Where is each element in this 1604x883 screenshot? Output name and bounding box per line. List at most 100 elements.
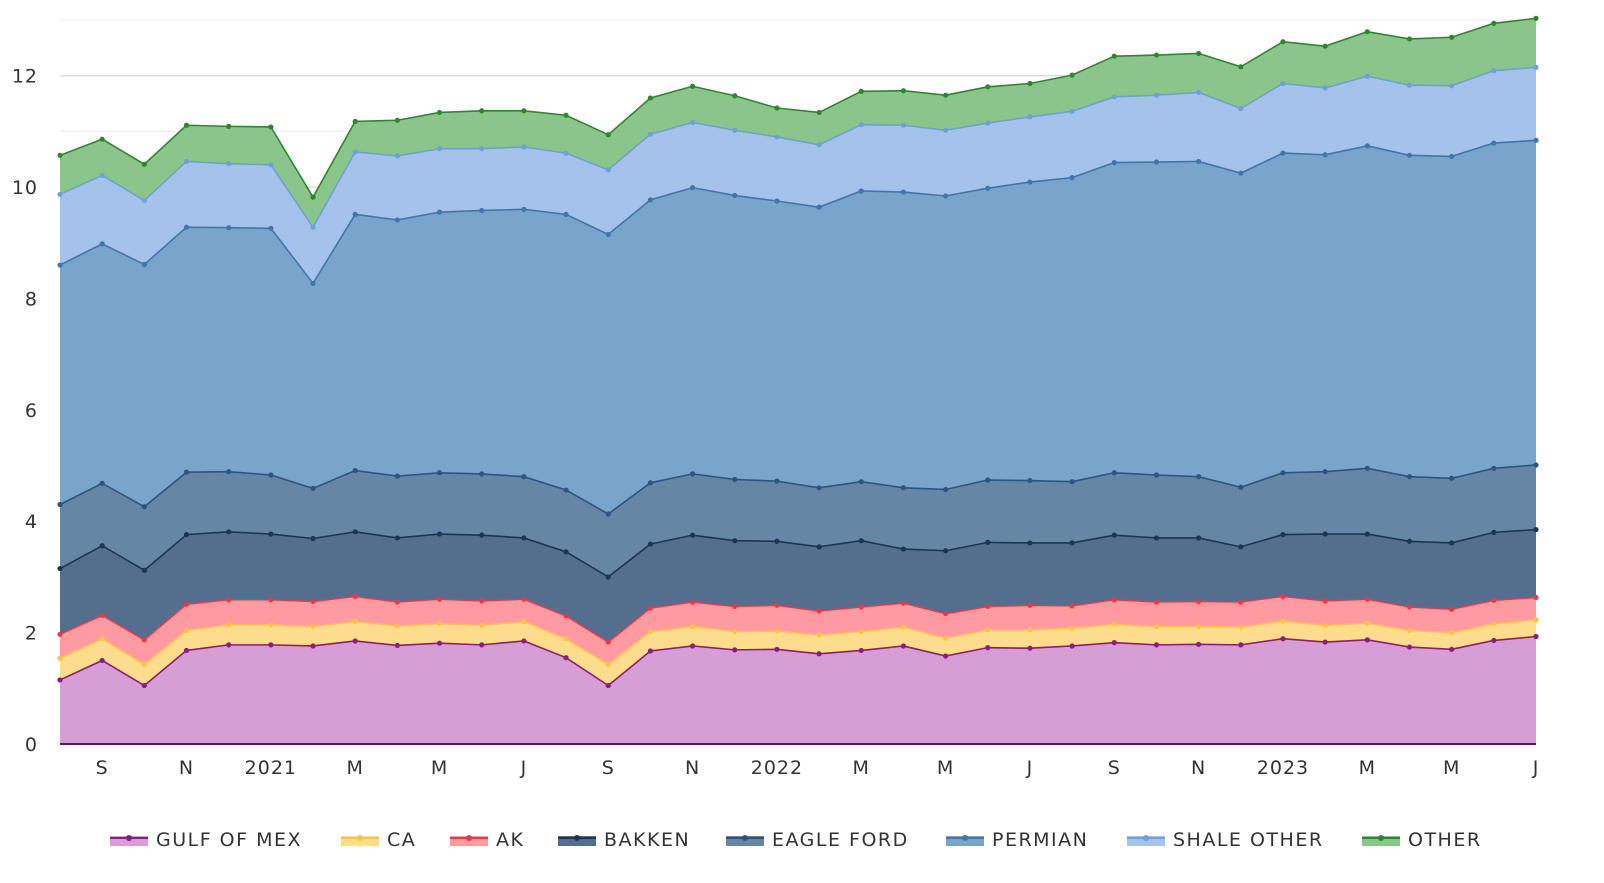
- point-shale-other-28: [1238, 105, 1244, 112]
- point-bakken-1: [99, 543, 105, 549]
- point-shale-other-24: [1069, 108, 1075, 114]
- point-permian-3: [183, 224, 190, 230]
- point-eagle-ford-6: [310, 485, 316, 491]
- point-shale-other-27: [1196, 89, 1202, 95]
- point-other-1: [99, 136, 105, 142]
- y-tick-label-4: 4: [25, 511, 38, 533]
- legend-marker-other: [1378, 835, 1384, 841]
- point-bakken-23: [1027, 540, 1033, 546]
- legend[interactable]: GULF OF MEX CA AK BAKKEN EAGLE FORD PERMIAN SH…: [110, 829, 1482, 851]
- y-tick-label-2: 2: [25, 623, 38, 645]
- point-other-19: [858, 88, 864, 94]
- point-shale-other-10: [479, 146, 485, 152]
- point-ca-13: [605, 661, 611, 667]
- point-ak-10: [479, 598, 485, 604]
- point-other-14: [647, 95, 654, 101]
- point-gulf-of-mex-6: [310, 643, 316, 649]
- point-eagle-ford-11: [521, 474, 527, 480]
- point-shale-other-1: [99, 172, 105, 178]
- legend-marker-gulf-of-mex: [126, 835, 132, 841]
- point-ca-33: [1449, 630, 1455, 636]
- point-eagle-ford-31: [1364, 465, 1370, 471]
- point-other-5: [268, 124, 274, 130]
- point-eagle-ford-2: [141, 504, 147, 510]
- point-eagle-ford-21: [943, 486, 949, 493]
- legend-label-bakken: BAKKEN: [604, 829, 690, 851]
- point-permian-5: [268, 225, 274, 231]
- point-gulf-of-mex-18: [816, 651, 822, 657]
- point-ak-32: [1406, 604, 1413, 610]
- legend-item-eagle-ford[interactable]: EAGLE FORD: [726, 829, 909, 851]
- point-ca-5: [268, 622, 274, 628]
- x-tick-label-35: J: [1532, 757, 1540, 779]
- point-permian-21: [943, 193, 949, 199]
- point-bakken-7: [352, 529, 358, 535]
- point-permian-17: [774, 198, 780, 204]
- point-permian-0: [57, 262, 63, 268]
- point-ca-23: [1027, 627, 1033, 633]
- point-gulf-of-mex-8: [394, 642, 400, 649]
- point-ca-24: [1069, 625, 1075, 631]
- legend-item-ak[interactable]: AK: [450, 829, 524, 851]
- point-permian-23: [1027, 179, 1033, 185]
- legend-item-bakken[interactable]: BAKKEN: [558, 829, 690, 851]
- x-tick-label-29: 2023: [1257, 757, 1309, 779]
- point-other-29: [1280, 39, 1286, 45]
- legend-item-ca[interactable]: CA: [341, 829, 416, 851]
- point-shale-other-19: [858, 122, 864, 128]
- point-gulf-of-mex-0: [57, 677, 63, 683]
- point-shale-other-13: [605, 167, 611, 173]
- point-gulf-of-mex-33: [1449, 646, 1455, 652]
- point-eagle-ford-23: [1027, 477, 1033, 484]
- legend-label-ca: CA: [387, 829, 416, 851]
- point-bakken-8: [394, 535, 400, 541]
- point-other-16: [732, 93, 738, 99]
- point-gulf-of-mex-16: [732, 647, 738, 653]
- point-ca-21: [943, 635, 949, 641]
- point-permian-29: [1280, 150, 1286, 156]
- point-eagle-ford-29: [1280, 470, 1286, 476]
- point-bakken-25: [1111, 532, 1117, 538]
- legend-marker-shale-other: [1143, 835, 1149, 841]
- point-permian-9: [436, 209, 443, 215]
- point-gulf-of-mex-21: [943, 653, 949, 659]
- point-other-11: [521, 108, 527, 114]
- legend-item-gulf-of-mex[interactable]: GULF OF MEX: [110, 829, 302, 851]
- point-eagle-ford-35: [1533, 462, 1539, 468]
- point-ca-30: [1322, 622, 1328, 628]
- point-ca-14: [647, 628, 654, 635]
- point-shale-other-20: [900, 122, 907, 128]
- point-gulf-of-mex-31: [1364, 637, 1370, 643]
- y-tick-label-12: 12: [12, 66, 38, 88]
- point-bakken-26: [1153, 535, 1160, 541]
- point-shale-other-22: [985, 120, 991, 126]
- point-eagle-ford-26: [1153, 472, 1160, 478]
- point-ak-35: [1533, 594, 1539, 601]
- point-gulf-of-mex-11: [521, 638, 527, 644]
- legend-item-other[interactable]: OTHER: [1362, 829, 1482, 851]
- point-permian-11: [521, 206, 527, 212]
- point-ca-17: [774, 628, 780, 634]
- point-gulf-of-mex-35: [1533, 633, 1539, 640]
- point-ak-31: [1364, 596, 1370, 602]
- point-shale-other-30: [1322, 85, 1328, 91]
- point-eagle-ford-1: [99, 480, 105, 486]
- point-bakken-2: [141, 567, 147, 573]
- point-other-28: [1238, 64, 1244, 70]
- point-eagle-ford-8: [394, 473, 400, 479]
- point-other-33: [1449, 34, 1455, 40]
- point-bakken-28: [1238, 544, 1244, 550]
- legend-item-shale-other[interactable]: SHALE OTHER: [1127, 829, 1324, 851]
- point-ak-27: [1196, 598, 1202, 605]
- point-other-22: [985, 84, 991, 90]
- point-permian-15: [689, 185, 696, 191]
- point-bakken-34: [1491, 529, 1497, 535]
- point-gulf-of-mex-7: [352, 638, 358, 644]
- point-bakken-12: [563, 549, 569, 555]
- point-gulf-of-mex-15: [689, 643, 696, 649]
- line-bakken: [59, 528, 1537, 578]
- point-permian-33: [1449, 153, 1455, 160]
- legend-item-permian[interactable]: PERMIAN: [946, 829, 1088, 851]
- point-gulf-of-mex-23: [1027, 645, 1033, 651]
- point-shale-other-23: [1027, 114, 1033, 120]
